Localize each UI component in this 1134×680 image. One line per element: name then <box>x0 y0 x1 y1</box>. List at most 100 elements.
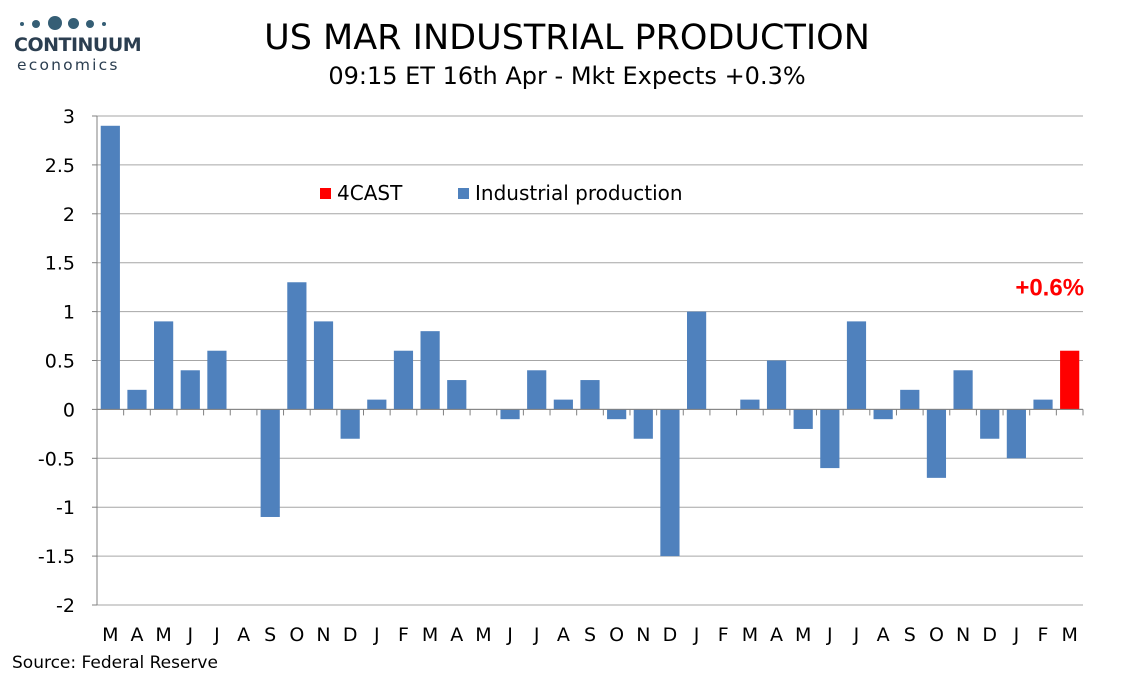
y-tick-label: 3 <box>63 106 75 128</box>
x-tick-label: O <box>929 624 944 646</box>
x-tick-label: M <box>742 624 758 646</box>
y-tick-label: -1.5 <box>38 546 75 568</box>
bar <box>180 370 200 410</box>
axes <box>96 116 1084 605</box>
logo-brand-sub: economics <box>17 56 120 74</box>
bar <box>926 409 947 478</box>
bar <box>393 350 414 410</box>
bar <box>127 389 147 410</box>
x-tick-label: N <box>956 624 970 646</box>
bar <box>260 409 280 517</box>
chart-subtitle: 09:15 ET 16th Apr - Mkt Expects +0.3% <box>328 62 806 90</box>
x-tick-label: D <box>343 624 358 646</box>
legend: 4CAST Industrial production <box>320 181 683 205</box>
y-tick-label: 0.5 <box>45 351 75 373</box>
bar <box>740 399 760 410</box>
bar <box>607 409 627 420</box>
logo-dot <box>86 20 94 28</box>
bar <box>100 125 120 410</box>
y-tick-label: -2 <box>56 595 75 617</box>
x-tick-label: O <box>289 624 304 646</box>
y-axis-ticks: 3 2.5 2 1.5 1 0.5 0 -0.5 -1 -1.5 -2 <box>38 106 97 617</box>
x-tick-label: M <box>475 624 491 646</box>
bar <box>820 409 840 469</box>
y-tick-label: 1.5 <box>45 253 75 275</box>
bar <box>846 321 867 410</box>
legend-swatch-4cast <box>320 188 331 199</box>
logo-dot <box>68 18 79 29</box>
x-tick-label: D <box>663 624 678 646</box>
bar <box>553 399 573 410</box>
y-tick-label: -0.5 <box>38 448 75 470</box>
source-note: Source: Federal Reserve <box>12 653 218 673</box>
x-tick-label: A <box>877 624 890 646</box>
bar <box>367 399 387 410</box>
logo-brand-name: CONTINUUM <box>14 34 142 56</box>
gridlines <box>97 115 1083 606</box>
x-tick-label: M <box>422 624 438 646</box>
logo-dot <box>102 22 106 26</box>
legend-label-industrial-production: Industrial production <box>475 181 683 205</box>
logo-dot <box>48 16 62 30</box>
bar <box>873 409 893 420</box>
x-tick-label: S <box>584 624 596 646</box>
x-tick-label: F <box>718 624 729 646</box>
x-tick-label: A <box>237 624 250 646</box>
legend-swatch-industrial-production <box>458 188 469 199</box>
bar <box>660 409 680 557</box>
x-tick-label: N <box>636 624 650 646</box>
x-tick-label: J <box>506 624 513 646</box>
x-tick-label: J <box>853 624 860 646</box>
x-tick-label: J <box>213 624 220 646</box>
x-tick-label: A <box>130 624 143 646</box>
x-tick-label: M <box>155 624 171 646</box>
x-tick-label: A <box>557 624 570 646</box>
bar <box>287 282 307 410</box>
bar <box>420 331 440 410</box>
x-tick-label: M <box>1061 624 1077 646</box>
x-tick-label: S <box>264 624 276 646</box>
x-tick-label: F <box>398 624 409 646</box>
x-tick-label: J <box>1013 624 1020 646</box>
chart-title: US MAR INDUSTRIAL PRODUCTION <box>264 18 870 58</box>
continuum-logo: CONTINUUM economics <box>14 14 144 76</box>
bar <box>340 409 360 439</box>
x-tick-label: M <box>795 624 811 646</box>
bar <box>447 380 467 410</box>
x-tick-label: A <box>770 624 783 646</box>
x-tick-label: A <box>450 624 463 646</box>
bar <box>633 409 653 439</box>
bar <box>580 380 600 410</box>
x-tick-label: J <box>186 624 193 646</box>
logo-dot <box>20 22 24 26</box>
bar <box>766 360 787 410</box>
x-tick-label: J <box>693 624 700 646</box>
bar <box>1060 350 1080 410</box>
bar <box>687 311 707 410</box>
x-tick-label: M <box>102 624 118 646</box>
forecast-annotation: +0.6% <box>1015 275 1084 302</box>
bar <box>313 321 334 410</box>
logo-dot <box>32 20 40 28</box>
x-tick-label: O <box>609 624 624 646</box>
bars <box>100 125 1080 557</box>
x-tick-label: J <box>373 624 380 646</box>
y-tick-label: 1 <box>63 302 75 324</box>
bar <box>953 370 973 410</box>
y-tick-label: -1 <box>56 497 75 519</box>
y-tick-label: 0 <box>63 399 75 421</box>
bar <box>154 321 174 410</box>
x-tick-label: J <box>533 624 540 646</box>
bar <box>980 409 1000 439</box>
y-tick-label: 2.5 <box>45 155 75 177</box>
bar <box>900 389 920 410</box>
legend-label-4cast: 4CAST <box>337 181 403 205</box>
bar <box>527 370 547 410</box>
x-tick-label: S <box>904 624 916 646</box>
bar <box>1033 399 1053 410</box>
x-tick-label: D <box>982 624 997 646</box>
bar <box>1006 409 1026 459</box>
y-tick-label: 2 <box>63 204 75 226</box>
x-tick-label: F <box>1038 624 1049 646</box>
